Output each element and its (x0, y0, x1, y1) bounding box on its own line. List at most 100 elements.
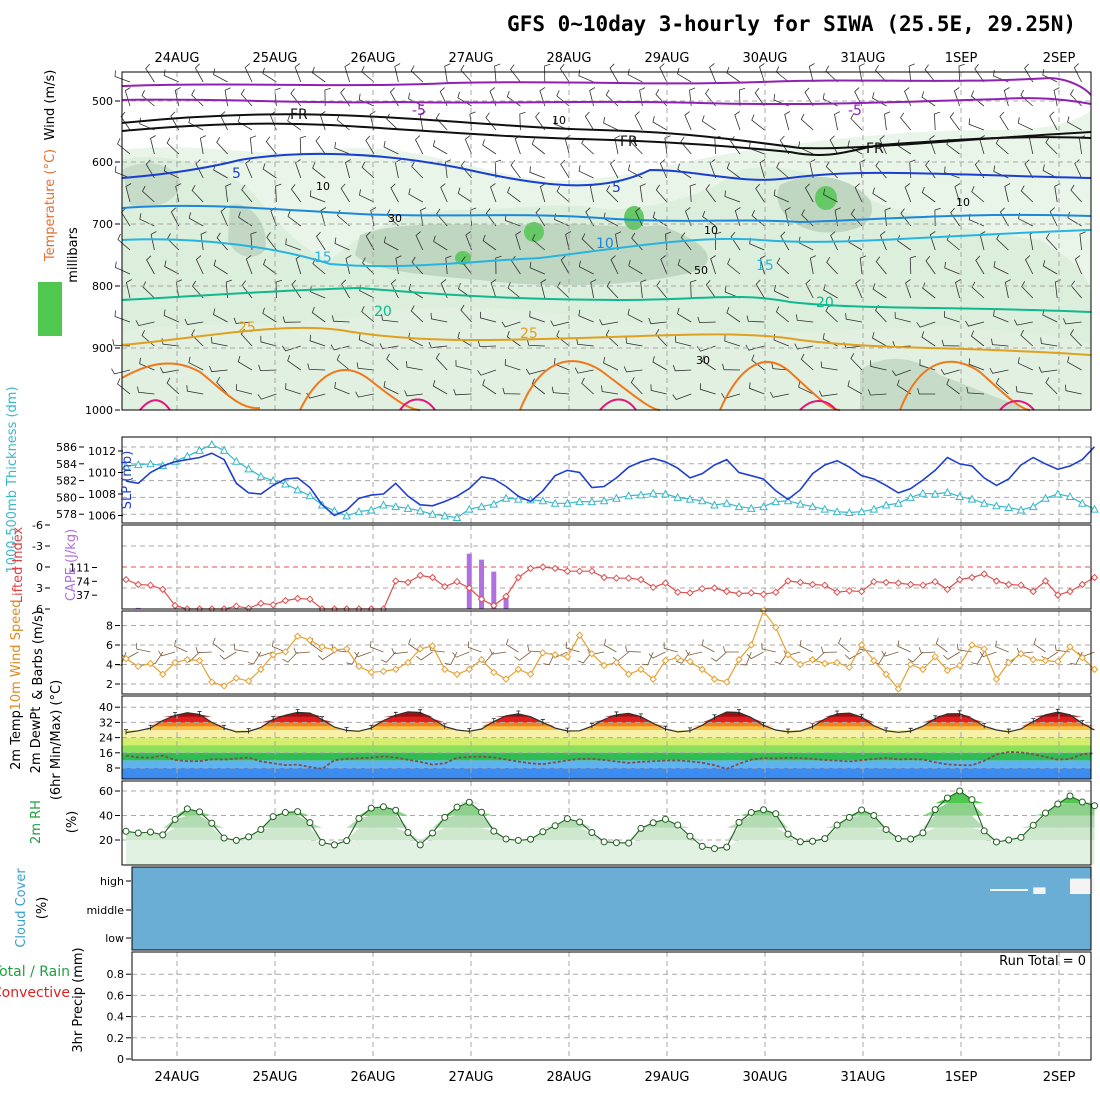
wind-speed-point (673, 653, 682, 662)
temp-minmax-mark (884, 727, 889, 733)
upper-wind-barb (584, 111, 594, 131)
rh-point (330, 841, 338, 849)
thickness-point (133, 460, 143, 469)
upper-wind-barb (117, 378, 131, 395)
upper-wind-barb (922, 282, 936, 299)
upper-wind-barb (933, 111, 941, 131)
upper-wind-barb (879, 231, 887, 251)
rh-point (588, 829, 596, 837)
li-tick: 3 (36, 582, 43, 595)
upper-wind-barb (672, 364, 692, 372)
upper-wind-barb (444, 63, 451, 83)
upper-wind-barb (820, 361, 838, 371)
temp-color-band (122, 760, 1091, 768)
upper-wind-barb (114, 70, 131, 83)
rh-point (1017, 833, 1025, 841)
li-point (416, 571, 424, 580)
wind10m-barb (444, 651, 458, 665)
thickness-point (1090, 504, 1099, 513)
wind-speed-point (661, 656, 670, 665)
upper-wind-barb (150, 135, 156, 155)
upper-wind-barb (358, 93, 375, 107)
upper-wind-barb (724, 335, 741, 347)
upper-wind-barb (262, 163, 277, 179)
upper-wind-barb (677, 67, 692, 83)
rh-point (661, 815, 669, 823)
upper-wind-barb (940, 369, 960, 375)
upper-wind-barb (1049, 207, 1058, 227)
wind-speed-point (980, 645, 988, 653)
li-tick: 6 (36, 603, 43, 616)
slp-axis-label: SLP (mb) (120, 451, 135, 510)
wind-speed-point (808, 655, 817, 664)
bottom-date-label: 27AUG (448, 1070, 493, 1085)
upper-wind-barb (1042, 69, 1058, 83)
upper-wind-barb (899, 112, 912, 131)
upper-wind-barb (773, 285, 789, 299)
upper-wind-barb (1070, 184, 1082, 203)
thickness-tick: 584 (56, 458, 77, 471)
upper-wind-barb (502, 387, 521, 395)
li-point (575, 567, 584, 575)
upper-wind-barb (954, 183, 961, 203)
rh-point (858, 806, 866, 814)
wind-tick: 8 (106, 620, 113, 633)
upper-wind-barb (578, 165, 594, 179)
wind-speed-point (1017, 650, 1025, 658)
thickness-tick: 582 (56, 475, 77, 488)
upper-wind-barb (714, 231, 722, 251)
wind10m-barb (416, 651, 433, 661)
thickness-point (256, 471, 266, 480)
upper-wind-barb (211, 336, 228, 347)
temp-minmax-mark (197, 711, 202, 717)
upper-wind-barb (999, 207, 1009, 227)
rh-point (735, 818, 743, 826)
isotherm-label: FR (866, 141, 884, 157)
upper-wind-barb (606, 280, 619, 299)
upper-wind-barb (968, 358, 985, 371)
upper-wind-barb (1014, 319, 1033, 326)
upper-wind-barb (699, 383, 716, 395)
cloud-cover-panel: high middle low Cloud Cover (%) (14, 866, 1095, 951)
wind10m-barb (293, 647, 310, 654)
upper-wind-barb (724, 190, 741, 203)
upper-wind-barb (870, 360, 887, 371)
upper-wind-barb (929, 231, 936, 251)
thickness-point (820, 504, 830, 513)
upper-wind-barb (551, 386, 570, 395)
upper-wind-barb (311, 306, 326, 323)
thickness-point (1077, 498, 1087, 507)
upper-wind-barb (1017, 117, 1033, 131)
rh-point (1029, 821, 1037, 829)
li-point (122, 575, 130, 584)
slp-tick: 1010 (88, 467, 116, 480)
upper-wind-barb (490, 183, 497, 203)
rh-point (845, 813, 853, 821)
li-point (943, 585, 952, 594)
temp-minmax-mark (1055, 708, 1060, 715)
pressure-tick: 900 (92, 342, 113, 355)
upper-wind-barb (262, 67, 277, 83)
upper-wind-barb (850, 208, 863, 227)
upper-wind-barb (905, 279, 912, 299)
upper-wind-barb (199, 135, 206, 155)
upper-wind-barb (705, 184, 716, 203)
upper-wind-barb (609, 63, 619, 83)
thickness-point (795, 499, 805, 508)
temp-tick: 24 (99, 732, 113, 745)
upper-wind-barb (965, 320, 985, 327)
upper-wind-barb (754, 88, 765, 107)
isotherm-labels: -5 -5 FR FR FR 5 5 10 15 15 20 20 25 25 10 10 10 10 30 50 30 (232, 103, 970, 367)
temp-minmax-mark (344, 727, 349, 733)
upper-wind-barb (114, 261, 131, 275)
temp-minmax-mark (222, 724, 227, 731)
upper-wind-barb (191, 185, 204, 203)
upper-wind-barb (250, 231, 257, 251)
isotherm-label: 25 (238, 320, 256, 336)
rh-point (122, 827, 130, 835)
upper-wind-barb (590, 279, 597, 299)
upper-wind-barb (411, 161, 424, 179)
upper-wind-barb (944, 261, 960, 275)
upper-wind-barb (560, 255, 570, 275)
upper-wind-barb (480, 311, 497, 323)
